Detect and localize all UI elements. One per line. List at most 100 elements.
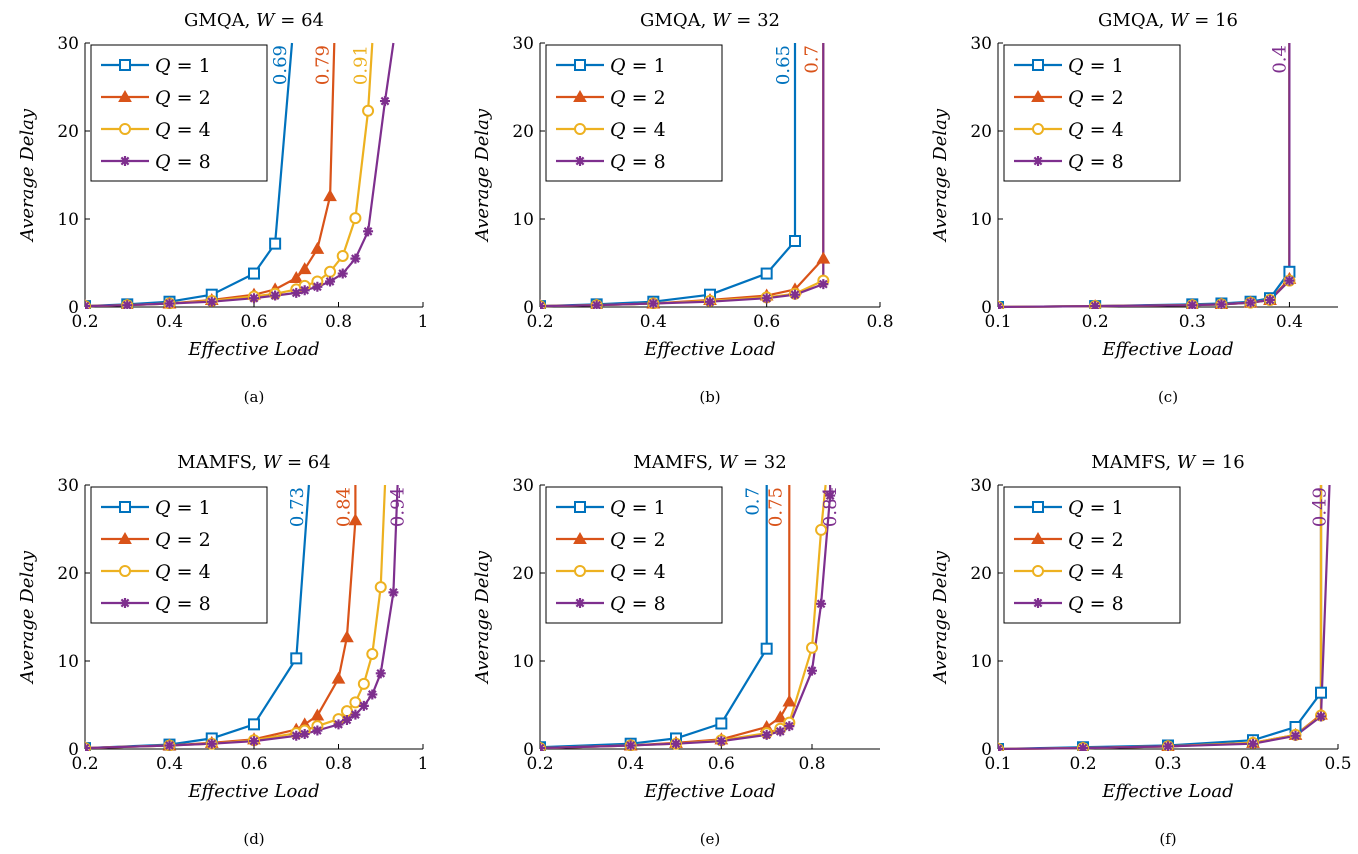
data-point (1163, 741, 1173, 751)
asymptote-label: 0.84 (820, 487, 841, 527)
data-point (85, 301, 90, 309)
panel-caption: (d) (243, 830, 264, 848)
legend-label: Q = 2 (1068, 87, 1124, 109)
legend-label: Q = 4 (610, 561, 666, 583)
legend-label: Q = 1 (610, 55, 666, 77)
data-point (324, 265, 337, 278)
data-point (1248, 738, 1258, 749)
x-tick-label: 0.2 (71, 312, 98, 332)
asymptote-label: 0.91 (350, 45, 371, 85)
x-tick-label: 0.6 (753, 312, 780, 332)
legend-label: Q = 8 (155, 593, 211, 615)
data-point (312, 725, 323, 736)
legend-marker (119, 565, 131, 577)
y-tick-label: 30 (57, 476, 79, 496)
x-tick-label: 0.2 (526, 754, 553, 774)
legend-marker (1033, 598, 1043, 608)
legend-marker (575, 598, 585, 608)
plot-area (85, 484, 399, 751)
legend-label: Q = 1 (610, 497, 666, 519)
legend-label: Q = 8 (155, 151, 211, 173)
legend-label: Q = 8 (610, 151, 666, 173)
data-point (816, 251, 831, 264)
x-axis-label: Effective Load (1101, 781, 1233, 802)
y-axis-label: Average Delay (17, 108, 38, 243)
data-point (348, 513, 363, 526)
data-point (206, 296, 217, 307)
x-tick-label: 0.4 (156, 312, 183, 332)
legend-marker (119, 501, 131, 513)
x-tick-label: 0.1 (984, 754, 1011, 774)
series-line (540, 485, 768, 749)
data-point (648, 298, 659, 309)
asymptote-label: 0.4 (1269, 45, 1290, 74)
data-point (299, 729, 310, 740)
legend-marker (1031, 89, 1045, 102)
data-point (269, 237, 282, 250)
x-tick-label: 0.4 (640, 312, 667, 332)
data-point (249, 293, 259, 304)
y-tick-label: 20 (970, 564, 992, 584)
chart-title: GMQA, W = 64 (184, 10, 324, 31)
data-point (310, 241, 325, 254)
y-tick-label: 0 (68, 298, 79, 318)
legend-label: Q = 4 (155, 119, 211, 141)
data-point (350, 253, 361, 264)
chart-panel-5: 0.2 0.4 0.6 0.8 0 10 20 30 MAMFS, W = 32 Effectiv… (472, 452, 880, 848)
y-axis-label: Average Delay (472, 108, 493, 243)
data-point (825, 490, 836, 501)
data-point (323, 189, 337, 202)
y-tick-label: 10 (512, 210, 534, 230)
x-tick-label: 0.6 (240, 312, 267, 332)
legend-label: Q = 1 (155, 497, 211, 519)
x-tick-label: 0.2 (1069, 754, 1096, 774)
chart-panel-2: 0.2 0.4 0.6 0.8 0 10 20 30 GMQA, W = 32 Effective… (472, 10, 894, 406)
asymptote-label: 0.49 (1310, 487, 1331, 527)
data-point (715, 717, 728, 730)
x-tick-label: 0.2 (526, 312, 553, 332)
legend-marker (1031, 531, 1045, 544)
data-point (374, 581, 387, 594)
chart-panel-6: 0.1 0.2 0.3 0.4 0.5 0 10 20 30 MAMFS, W = 16 Effec… (930, 452, 1352, 848)
data-point (357, 677, 370, 690)
legend: Q = 1 Q = 2 Q = 4 Q = 8 (90, 486, 268, 624)
data-point (540, 301, 545, 309)
data-point (1315, 686, 1327, 699)
data-point (1265, 294, 1275, 305)
y-tick-label: 30 (512, 476, 534, 496)
data-point (341, 714, 352, 725)
legend-label: Q = 4 (1068, 561, 1124, 583)
data-point (331, 671, 346, 684)
asymptote-label: 0.84 (333, 487, 354, 527)
chart-title: GMQA, W = 32 (640, 10, 780, 31)
panel-caption: (b) (699, 388, 720, 406)
legend-label: Q = 4 (610, 119, 666, 141)
data-point (790, 289, 800, 300)
data-point (312, 281, 323, 292)
legend-label: Q = 2 (155, 87, 211, 109)
legend-marker (118, 89, 132, 102)
data-point (716, 736, 727, 747)
plot-area (540, 43, 831, 309)
x-tick-label: 0.8 (866, 312, 893, 332)
x-tick-label: 0.8 (798, 754, 825, 774)
data-point (760, 267, 773, 280)
data-point (366, 647, 379, 660)
data-point (775, 726, 786, 737)
data-point (1090, 301, 1101, 309)
x-tick-label: 0.2 (1082, 312, 1109, 332)
data-point (789, 235, 801, 247)
legend-marker (574, 59, 586, 71)
data-point (760, 642, 773, 655)
asymptote-label: 0.75 (765, 487, 786, 527)
y-axis-label: Average Delay (930, 550, 951, 685)
x-tick-label: 0.8 (325, 754, 352, 774)
legend-label: Q = 2 (1068, 529, 1124, 551)
data-point (998, 744, 1003, 751)
legend-label: Q = 2 (155, 529, 211, 551)
data-point (815, 523, 828, 536)
legend: Q = 1 Q = 2 Q = 4 Q = 8 (1003, 44, 1181, 182)
data-point (291, 730, 302, 741)
data-point (671, 738, 681, 749)
